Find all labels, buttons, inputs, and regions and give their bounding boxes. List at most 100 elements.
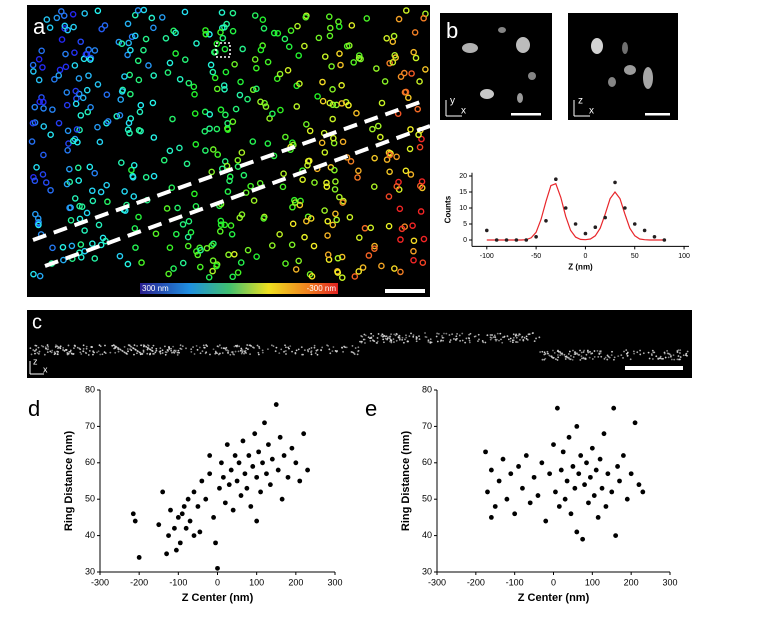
point [640, 489, 646, 495]
ring [210, 240, 217, 248]
ring [28, 138, 36, 145]
localization [336, 350, 339, 352]
point [543, 518, 549, 524]
localization [280, 348, 283, 351]
colorbar-label: -300 nm [307, 284, 337, 293]
localization [136, 345, 138, 347]
localization [591, 352, 594, 355]
localization [574, 352, 577, 355]
ring [81, 10, 88, 17]
localization [451, 333, 454, 336]
localization [342, 350, 344, 353]
panel-b-image-xy [440, 13, 552, 120]
localization [424, 332, 426, 334]
ring [62, 50, 69, 58]
localization [104, 352, 107, 355]
localization [67, 352, 70, 355]
localization [582, 351, 585, 353]
ring [185, 79, 193, 87]
localization [677, 355, 680, 357]
ring [221, 221, 229, 229]
ring [315, 34, 323, 42]
localization [514, 334, 517, 337]
ring [329, 115, 336, 123]
ring [43, 16, 51, 23]
point [207, 471, 213, 477]
localization [109, 351, 112, 354]
ring [118, 40, 126, 47]
panel-label: d [28, 396, 40, 421]
ring [125, 119, 133, 127]
ring [277, 106, 284, 114]
x-tick-label: -100 [169, 578, 187, 588]
localization [617, 355, 620, 358]
ring [38, 47, 45, 55]
ring [294, 22, 301, 30]
localization [202, 344, 205, 347]
ring [260, 25, 268, 32]
localization [639, 349, 641, 352]
localization [600, 355, 603, 358]
localization [99, 345, 102, 348]
y-tick-label: 30 [422, 566, 432, 576]
localization [79, 348, 82, 351]
x-tick-label: -200 [467, 578, 485, 588]
localization [648, 357, 651, 360]
localization [672, 354, 675, 357]
localization [136, 352, 138, 355]
localization [596, 349, 599, 352]
localization [676, 358, 679, 361]
ring [319, 78, 326, 86]
point [611, 405, 617, 411]
ring [221, 45, 229, 53]
ring [179, 259, 187, 267]
ring [355, 52, 363, 59]
ring [281, 35, 289, 43]
localization [159, 351, 161, 354]
x-tick-label: 200 [288, 578, 303, 588]
point [485, 489, 490, 495]
ring [94, 81, 102, 88]
ring [292, 266, 300, 273]
localization [54, 352, 57, 355]
ring [353, 109, 360, 117]
ring [216, 228, 224, 235]
ring [209, 257, 217, 264]
point [514, 238, 519, 242]
point [488, 515, 494, 520]
ring [128, 166, 135, 174]
point [566, 434, 572, 440]
localization [314, 352, 317, 355]
localization [130, 346, 133, 348]
localization [679, 352, 681, 354]
localization [287, 346, 290, 349]
ring [350, 59, 357, 66]
localization [173, 349, 176, 352]
ring [69, 10, 77, 18]
localization [442, 339, 444, 342]
localization [179, 347, 182, 350]
localization [244, 351, 247, 354]
point [599, 485, 605, 491]
ring [398, 225, 406, 233]
localization [152, 344, 155, 347]
localization [464, 341, 467, 344]
ring [104, 198, 111, 206]
ring [138, 259, 145, 266]
ring [42, 179, 50, 186]
localization [440, 339, 443, 342]
ring [213, 85, 221, 93]
point [172, 525, 177, 531]
ring [222, 68, 230, 76]
ring [191, 190, 198, 198]
ring [324, 251, 332, 259]
point [593, 225, 598, 229]
ring [116, 112, 124, 119]
localization [133, 344, 136, 347]
ring [262, 103, 270, 110]
ring [89, 197, 97, 205]
ring [192, 203, 200, 210]
ring [236, 214, 244, 222]
point [226, 482, 232, 488]
y-tick-label: 70 [422, 421, 432, 431]
